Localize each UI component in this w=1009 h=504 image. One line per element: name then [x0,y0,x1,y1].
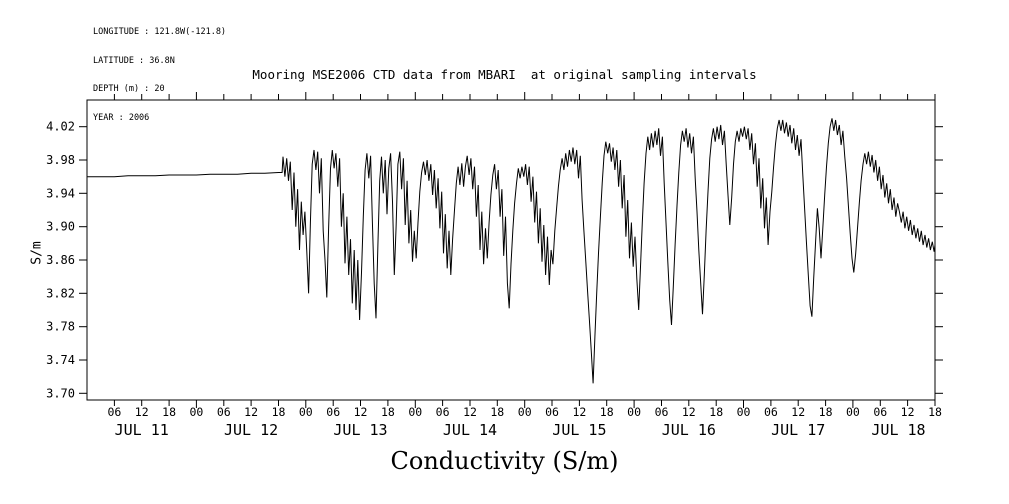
x-day-label: JUL 15 [552,421,606,439]
x-tick-label: 00 [408,405,422,419]
y-tick-label: 3.78 [46,320,75,334]
x-tick-label: 00 [627,405,641,419]
x-tick-label: 18 [272,405,286,419]
plot-frame [86,99,936,401]
metadata-latitude: LATITUDE : 36.8N [93,55,175,66]
x-day-label: JUL 14 [443,421,497,439]
x-tick-label: 12 [572,405,586,419]
metadata-depth: DEPTH (m) : 20 [93,84,165,94]
x-tick-label: 06 [436,405,450,419]
x-tick-label: 18 [600,405,614,419]
x-tick-label: 12 [682,405,696,419]
y-tick-label: 3.74 [46,353,75,367]
x-day-label: JUL 11 [115,421,169,439]
x-tick-label: 12 [791,405,805,419]
x-tick-label: 18 [928,405,942,419]
x-tick-label: 00 [518,405,532,419]
x-tick-label: 12 [244,405,258,419]
x-tick-label: 00 [846,405,860,419]
y-tick-label: 3.94 [46,186,75,200]
x-tick-label: 06 [217,405,231,419]
x-tick-label: 06 [326,405,340,419]
y-tick-label: 3.82 [46,286,75,300]
metadata-year: YEAR : 2006 [93,112,150,123]
y-tick-label: 3.86 [46,253,75,267]
x-day-label: JUL 17 [771,421,825,439]
x-tick-label: 12 [463,405,477,419]
x-tick-label: 18 [381,405,395,419]
plot-title: Mooring MSE2006 CTD data from MBARI at o… [252,67,757,82]
x-tick-label: 12 [135,405,149,419]
x-tick-label: 06 [873,405,887,419]
y-tick-label: 4.02 [46,120,75,134]
x-tick-label: 06 [545,405,559,419]
x-day-label: JUL 13 [333,421,387,439]
x-tick-label: 06 [764,405,778,419]
x-tick-label: 06 [107,405,121,419]
x-day-label: JUL 18 [871,421,925,439]
x-tick-label: 18 [709,405,723,419]
y-tick-label: 3.90 [46,220,75,234]
x-tick-label: 06 [655,405,669,419]
y-tick-label: 3.70 [46,386,75,400]
metadata-block: LONGITUDE : 121.8W(-121.8) LATITUDE : 36… [93,9,226,142]
x-day-label: JUL 12 [224,421,278,439]
conductivity-data-line [87,118,936,384]
x-day-label: JUL 16 [662,421,716,439]
x-tick-label: 00 [737,405,751,419]
x-tick-label: 00 [189,405,203,419]
x-tick-label: 00 [299,405,313,419]
metadata-longitude: LONGITUDE : 121.8W(-121.8) [93,27,227,37]
x-axis-title: Conductivity (S/m) [390,447,619,475]
x-tick-label: 18 [819,405,833,419]
x-tick-label: 18 [162,405,176,419]
y-tick-label: 3.98 [46,153,75,167]
x-tick-label: 12 [354,405,368,419]
x-tick-label: 12 [901,405,915,419]
x-tick-label: 18 [490,405,504,419]
